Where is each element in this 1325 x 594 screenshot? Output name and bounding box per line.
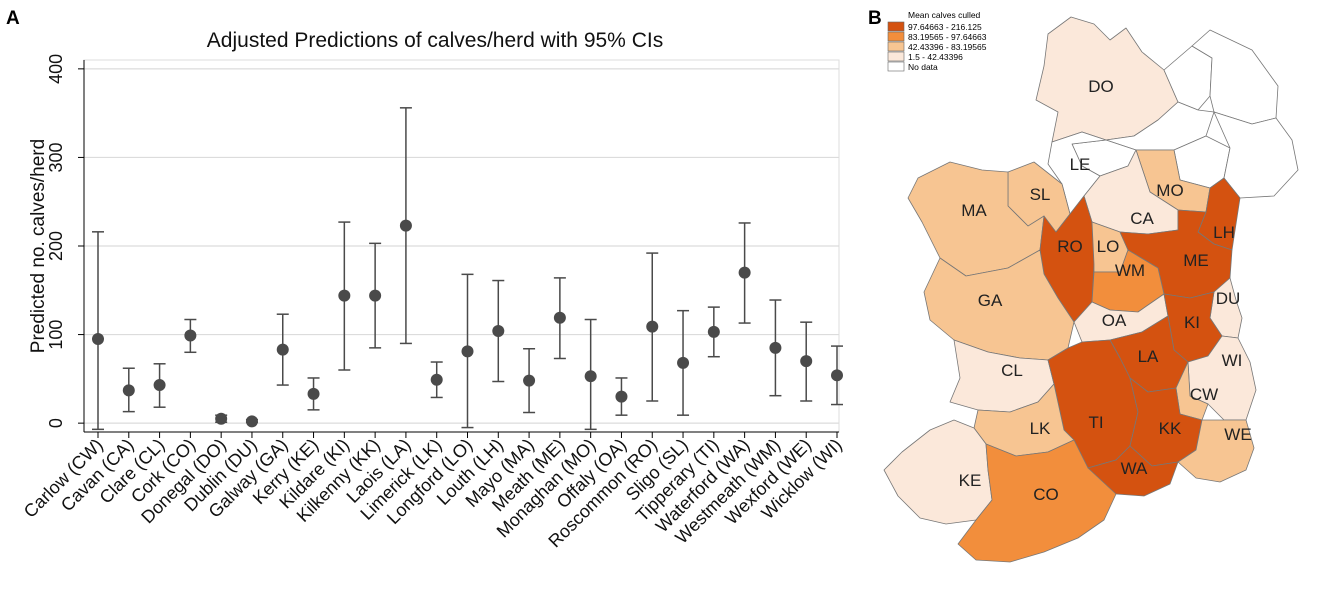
y-tick-label: 400 <box>46 54 66 84</box>
prediction-point <box>800 355 813 368</box>
prediction-point <box>707 325 720 338</box>
label-wi: WI <box>1222 351 1243 370</box>
prediction-point <box>584 370 597 383</box>
label-we: WE <box>1224 425 1251 444</box>
label-lo: LO <box>1097 237 1120 256</box>
y-axis-label: Predicted no. calves/herd <box>28 139 49 353</box>
prediction-point <box>153 379 166 392</box>
legend-label: 1.5 - 42.43396 <box>908 52 963 62</box>
label-ca: CA <box>1130 209 1154 228</box>
prediction-point <box>399 219 412 232</box>
y-tick-label: 200 <box>46 231 66 261</box>
county-down[interactable] <box>1213 111 1299 199</box>
legend-swatch <box>887 31 905 42</box>
label-do: DO <box>1088 77 1114 96</box>
label-cl: CL <box>1001 361 1023 380</box>
label-cw: CW <box>1190 385 1218 404</box>
panel-a-letter: A <box>6 8 20 29</box>
label-me: ME <box>1183 251 1209 270</box>
label-wa: WA <box>1121 459 1148 478</box>
label-lh: LH <box>1213 223 1235 242</box>
prediction-point <box>122 384 135 397</box>
legend-swatch <box>887 61 905 72</box>
legend-label: No data <box>908 62 938 72</box>
legend-label: 97.64663 - 216.125 <box>908 22 982 32</box>
label-mo: MO <box>1156 181 1183 200</box>
ireland-map: B Mean calves culled 97.64663 - 216.1258… <box>868 8 1299 563</box>
label-oa: OA <box>1102 311 1127 330</box>
y-tick-label: 0 <box>46 418 66 428</box>
legend-swatch <box>887 21 905 32</box>
prediction-point <box>646 320 659 333</box>
label-ke: KE <box>959 471 982 490</box>
prediction-point <box>184 329 197 342</box>
panel-b: B Mean calves culled 97.64663 - 216.125 8… <box>858 0 1325 589</box>
prediction-point <box>276 343 289 356</box>
map-legend: Mean calves culled 97.64663 - 216.12583.… <box>887 10 987 72</box>
label-le: LE <box>1070 155 1091 174</box>
prediction-point <box>831 369 843 382</box>
x-ticks: Carlow (CW)Cavan (CA)Clare (CL)Cork (CO)… <box>20 432 846 551</box>
label-ti: TI <box>1088 413 1103 432</box>
county-waterford[interactable] <box>1087 445 1179 497</box>
prediction-point <box>615 390 628 403</box>
legend-label: 83.19565 - 97.64663 <box>908 32 987 42</box>
label-ro: RO <box>1057 237 1083 256</box>
prediction-point <box>92 333 104 345</box>
prediction-point <box>553 311 566 324</box>
label-kk: KK <box>1159 419 1182 438</box>
panel-b-letter: B <box>868 8 882 29</box>
label-ma: MA <box>961 201 987 220</box>
label-sl: SL <box>1030 185 1051 204</box>
prediction-point <box>215 412 228 425</box>
prediction-point <box>677 356 690 369</box>
legend-label: 42.43396 - 83.19565 <box>908 42 987 52</box>
label-la: LA <box>1138 347 1159 366</box>
y-ticks: 0 100 200 300 400 <box>46 54 84 428</box>
y-tick-label: 300 <box>46 142 66 172</box>
label-wm: WM <box>1115 261 1145 280</box>
county-cork[interactable] <box>957 439 1117 563</box>
county-wexford[interactable] <box>1177 419 1255 483</box>
prediction-point <box>338 289 351 302</box>
label-ki: KI <box>1184 313 1200 332</box>
label-du: DU <box>1216 289 1241 308</box>
panel-a: A Adjusted Predictions of calves/herd wi… <box>6 8 846 552</box>
prediction-point <box>738 266 751 279</box>
prediction-point <box>245 415 258 428</box>
label-ga: GA <box>978 291 1003 310</box>
prediction-point <box>369 289 382 302</box>
prediction-point <box>523 374 536 387</box>
legend-swatch <box>887 41 905 52</box>
label-co: CO <box>1033 485 1059 504</box>
prediction-point <box>461 345 474 358</box>
prediction-point <box>430 373 443 386</box>
label-lk: LK <box>1030 419 1051 438</box>
legend-swatch <box>887 51 905 62</box>
chart-title: Adjusted Predictions of calves/herd with… <box>207 29 663 52</box>
prediction-point <box>492 325 505 338</box>
prediction-points <box>92 219 843 428</box>
ci-chart: A Adjusted Predictions of calves/herd wi… <box>6 8 846 551</box>
prediction-point <box>769 341 782 354</box>
prediction-point <box>307 387 320 400</box>
y-tick-label: 100 <box>46 320 66 350</box>
legend-title: Mean calves culled <box>908 10 981 20</box>
